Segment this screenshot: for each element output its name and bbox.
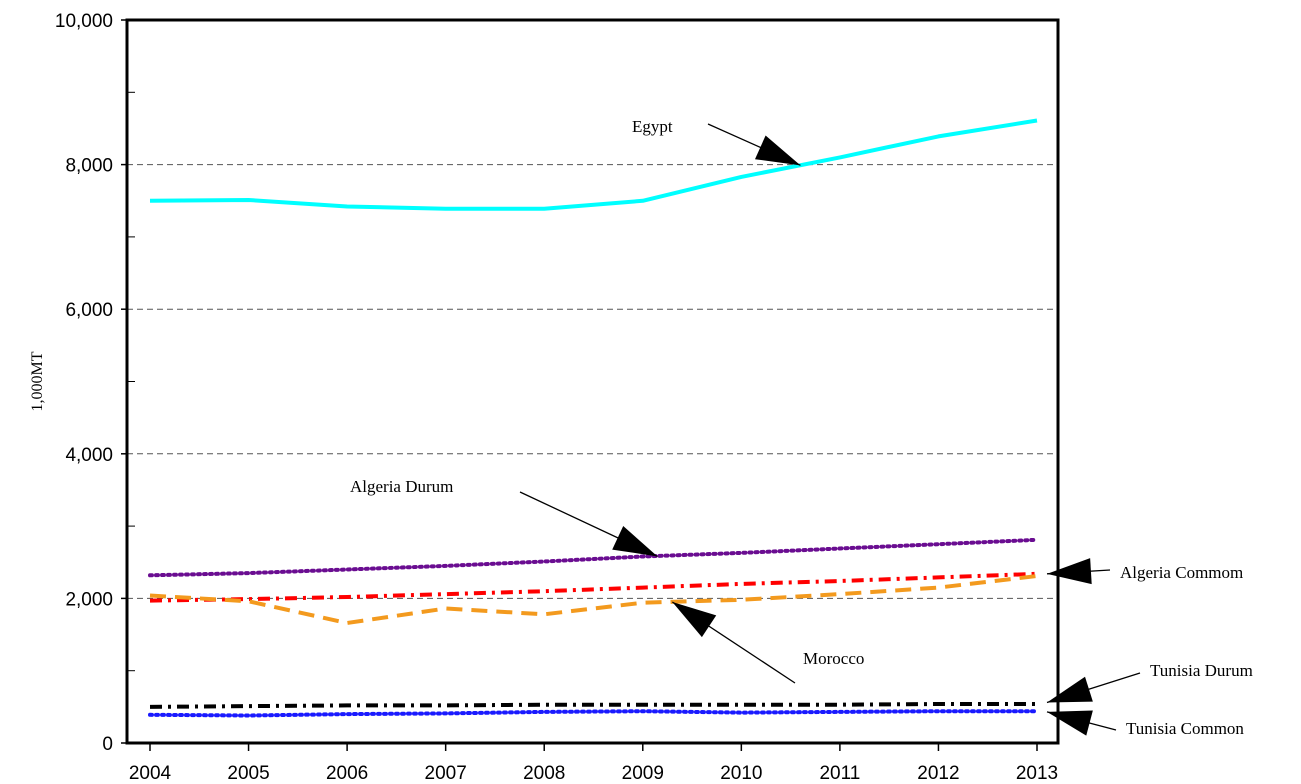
- annotation-egypt-arrow-head: [754, 135, 801, 166]
- series-line-algeria-durum: [148, 537, 1039, 578]
- annotation-algeria-commom: Algeria Commom: [1120, 563, 1243, 582]
- series-line-tunisia-common: [148, 709, 1039, 718]
- annotation-algeria-durum: Algeria Durum: [350, 477, 453, 496]
- annotation-tunisia-common: Tunisia Common: [1126, 719, 1244, 738]
- series-line-algeria-commom: [149, 571, 1038, 603]
- x-tick-label: 2013: [1016, 763, 1058, 784]
- x-tick-label: 2006: [326, 763, 368, 784]
- annotation-algeria-commom-arrow-head: [1047, 558, 1092, 585]
- series-line-morocco: [149, 574, 1038, 625]
- annotation-tunisia-common-arrow-head: [1047, 710, 1093, 736]
- annotation-morocco-arrow-head: [672, 602, 717, 638]
- x-tick-label: 2005: [227, 763, 269, 784]
- x-tick-label: 2007: [425, 763, 467, 784]
- grid-lines: [127, 164, 1058, 599]
- y-axis-label: 1,000MT: [29, 351, 46, 411]
- series-layer: [148, 118, 1039, 718]
- x-tick-label: 2008: [523, 763, 565, 784]
- annotation-morocco: Morocco: [803, 649, 864, 668]
- y-tick-label: 2,000: [65, 589, 113, 610]
- y-tick-label: 0: [102, 734, 113, 755]
- x-axis: 2004 2005 2006 2007 2008 2009 2010 2011 2012 2013: [129, 743, 1058, 784]
- annotations: Egypt Algeria Durum Algeria Commom Morocco T…: [350, 117, 1253, 738]
- x-tick-label: 2009: [622, 763, 664, 784]
- series-line-tunisia-durum: [149, 702, 1037, 709]
- annotation-tunisia-durum-arrow-head: [1047, 676, 1093, 703]
- x-tick-label: 2012: [917, 763, 959, 784]
- y-tick-label: 8,000: [65, 156, 113, 177]
- plot-frame: [125, 18, 1060, 745]
- y-tick-label: 6,000: [65, 300, 113, 321]
- series-line-egypt: [149, 118, 1038, 211]
- x-tick-label: 2011: [819, 763, 860, 784]
- y-axis: 0 2,000 4,000 6,000 8,000 10,000: [55, 11, 127, 755]
- x-tick-label: 2010: [720, 763, 762, 784]
- y-tick-label: 10,000: [55, 11, 113, 32]
- x-tick-label: 2004: [129, 763, 172, 784]
- annotation-egypt: Egypt: [632, 117, 673, 136]
- annotation-algeria-durum-arrow-head: [612, 526, 658, 557]
- annotation-tunisia-durum: Tunisia Durum: [1150, 661, 1253, 680]
- y-tick-label: 4,000: [65, 445, 113, 466]
